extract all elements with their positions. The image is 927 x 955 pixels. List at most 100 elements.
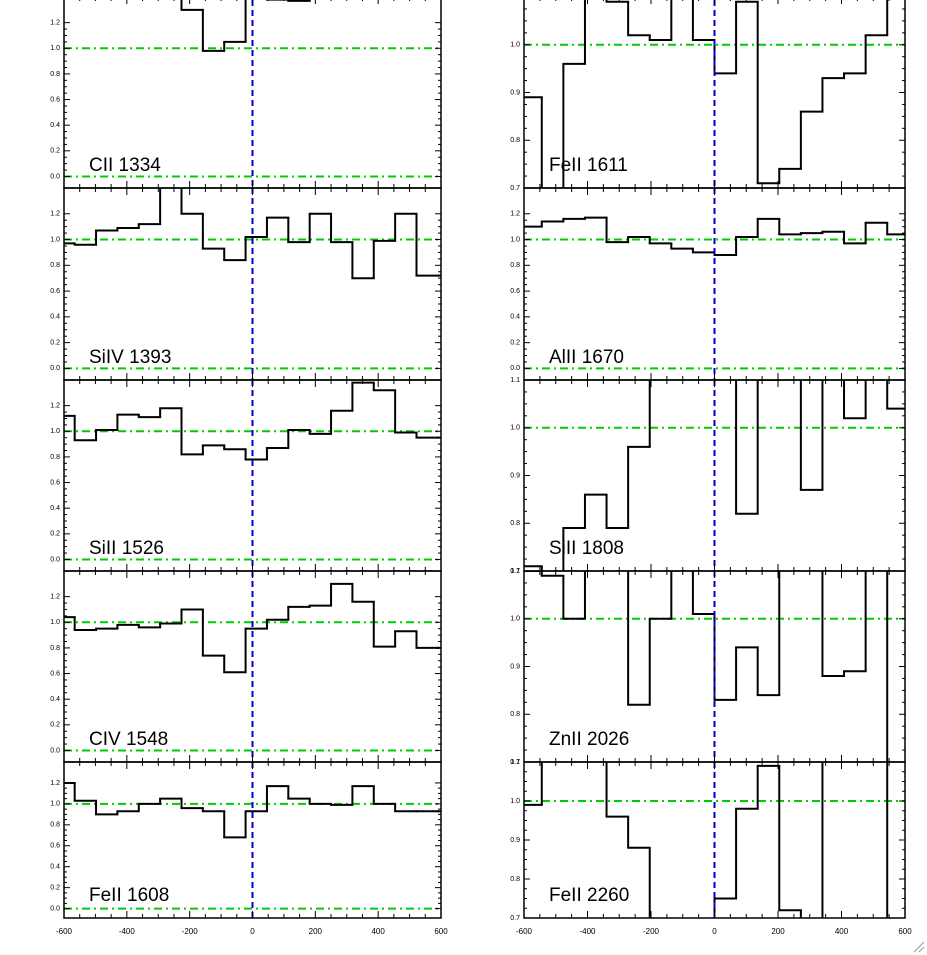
y-tick-label: 0.0: [50, 556, 60, 563]
y-tick-label: 1.2: [50, 19, 60, 26]
profile: [64, 582, 441, 674]
profile: [64, 781, 441, 839]
x-tick-label: 400: [371, 927, 385, 936]
y-tick-label: 1.0: [510, 425, 520, 432]
line-label: SiIV 1393: [89, 347, 171, 368]
y-tick-label: 1.2: [50, 211, 60, 218]
y-tick-label: 0.8: [50, 645, 60, 652]
profile: [64, 188, 441, 280]
y-tick-label: 1.2: [50, 402, 60, 409]
y-tick-label: 0.8: [510, 876, 520, 883]
panel: 0.0 0.2 0.4 0.6 0.8 1.0 1.2 CII 1334: [50, 0, 442, 189]
panel: 0.0 0.2 0.4 0.6 0.8 1.0 1.2 CIV 1548: [50, 570, 442, 763]
line-label: ZnII 2026: [549, 729, 629, 750]
y-tick-label: 0.9: [510, 837, 520, 844]
y-tick-label: 1.2: [50, 593, 60, 600]
y-tick-label: 0.8: [50, 822, 60, 829]
profile: [64, 381, 441, 461]
y-tick-label: 0.4: [50, 696, 60, 703]
y-tick-label: 1.0: [510, 42, 520, 49]
y-tick-label: 0.6: [50, 670, 60, 677]
profile: [524, 380, 905, 571]
y-tick-label: 0.8: [510, 262, 520, 269]
y-tick-label: 0.8: [510, 711, 520, 718]
y-tick-label: 1.1: [510, 377, 520, 384]
profile: [524, 0, 889, 188]
y-tick-label: 1.0: [50, 45, 60, 52]
y-tick-label: 0.2: [50, 531, 60, 538]
x-tick-label: 600: [434, 927, 448, 936]
y-tick-label: 1.0: [50, 619, 60, 626]
y-tick-label: 1.2: [510, 211, 520, 218]
panel: 0.0 0.2 0.4 0.6 0.8 1.0 1.2 -600 -400 -200 0 200 400…: [50, 761, 448, 936]
y-tick-label: 0.4: [510, 314, 520, 321]
y-tick-label: 0.8: [50, 71, 60, 78]
y-tick-label: 0.7: [510, 185, 520, 192]
panel: 0.0 0.2 0.4 0.6 0.8 1.0 1.2 SiIV 1393: [50, 187, 442, 381]
y-tick-label: 0.0: [50, 905, 60, 912]
y-tick-label: 0.4: [50, 864, 60, 871]
y-tick-label: 1.0: [50, 428, 60, 435]
grip-line: [913, 941, 925, 953]
y-tick-label: 0.7: [510, 915, 520, 922]
profile: [524, 216, 905, 257]
x-tick-label: 600: [898, 927, 912, 936]
y-tick-label: 0.0: [510, 365, 520, 372]
y-tick-label: 0.0: [50, 173, 60, 180]
profile: [524, 762, 889, 918]
x-tick-label: 0: [712, 927, 717, 936]
y-tick-label: 0.9: [510, 472, 520, 479]
panel: 0.7 0.8 0.9 1.0 1.1 SiII 1808: [510, 377, 906, 575]
y-tick-label: 0.8: [510, 520, 520, 527]
y-tick-label: 1.2: [50, 780, 60, 787]
x-tick-label: -400: [579, 927, 596, 936]
resize-grip: [913, 941, 925, 953]
line-label: FeII 1611: [549, 155, 628, 176]
y-tick-label: 1.0: [510, 798, 520, 805]
line-label: AlII 1670: [549, 347, 624, 368]
grip-line: [918, 946, 925, 953]
x-tick-label: -200: [643, 927, 660, 936]
y-tick-label: 0.2: [50, 148, 60, 155]
y-tick-label: 0.7: [510, 759, 520, 766]
y-tick-label: 0.9: [510, 89, 520, 96]
line-label: FeII 1608: [89, 885, 169, 906]
y-tick-label: 0.9: [510, 663, 520, 670]
x-tick-label: 400: [835, 927, 849, 936]
line-label: CIV 1548: [89, 729, 168, 750]
y-tick-label: 1.0: [510, 616, 520, 623]
y-tick-label: 1.0: [50, 801, 60, 808]
y-tick-label: 0.8: [510, 137, 520, 144]
y-tick-label: 0.6: [510, 288, 520, 295]
y-tick-label: 1.0: [50, 236, 60, 243]
line-label: FeII 2260: [549, 885, 629, 906]
x-tick-label: -400: [119, 927, 136, 936]
y-tick-label: 0.8: [50, 262, 60, 269]
panel: 0.7 0.8 0.9 1.0 1.1 ZnII 2026: [510, 568, 906, 766]
y-tick-label: 0.2: [50, 339, 60, 346]
y-tick-label: 0.8: [50, 454, 60, 461]
y-tick-label: 0.6: [50, 96, 60, 103]
x-tick-label: 0: [250, 927, 255, 936]
y-tick-label: 1.0: [510, 236, 520, 243]
y-tick-label: 0.4: [50, 505, 60, 512]
x-tick-label: 200: [309, 927, 323, 936]
x-tick-label: -600: [516, 927, 533, 936]
x-tick-label: -200: [182, 927, 199, 936]
y-tick-label: 0.2: [510, 339, 520, 346]
y-tick-label: 0.7: [510, 568, 520, 575]
profile: [180, 0, 311, 52]
y-tick-label: 1.1: [510, 0, 520, 1]
panel: 0.0 0.2 0.4 0.6 0.8 1.0 1.2 AlII 1670: [510, 187, 906, 381]
y-tick-label: 0.6: [50, 843, 60, 850]
x-tick-label: -600: [56, 927, 73, 936]
line-label: CII 1334: [89, 155, 161, 176]
y-tick-label: 0.2: [50, 884, 60, 891]
y-tick-label: 0.4: [50, 314, 60, 321]
y-tick-label: 0.0: [50, 747, 60, 754]
panel: 0.7 0.8 0.9 1.0 1.1 FeII 1611: [510, 0, 906, 192]
y-tick-label: 1.1: [510, 568, 520, 575]
y-tick-label: 0.2: [50, 722, 60, 729]
